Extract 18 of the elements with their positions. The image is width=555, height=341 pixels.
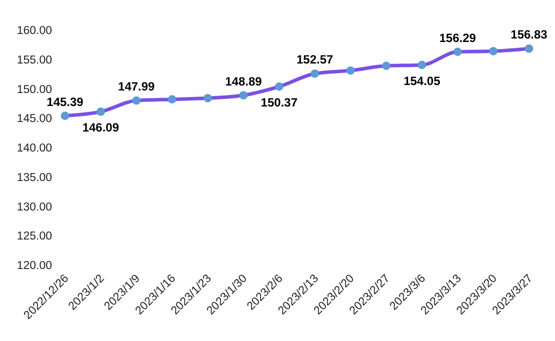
data-label: 150.37 [260, 96, 298, 110]
y-tick-label: 125.00 [16, 230, 52, 243]
data-label: 154.05 [404, 74, 441, 88]
data-label: 146.09 [82, 120, 120, 135]
y-tick-label: 140.00 [16, 142, 52, 155]
y-tick-label: 135.00 [16, 172, 52, 184]
y-tick-label: 160.00 [16, 25, 52, 38]
data-label: 147.99 [118, 80, 156, 94]
data-label: 152.57 [296, 52, 334, 67]
y-tick-label: 145.00 [16, 113, 52, 126]
y-tick-label: 120.00 [16, 260, 52, 272]
y-tick-label: 130.00 [16, 201, 52, 214]
y-tick-label: 150.00 [16, 84, 52, 96]
y-tick-label: 155.00 [16, 54, 52, 66]
data-label: 148.89 [225, 74, 262, 88]
data-label: 156.83 [510, 28, 548, 42]
data-label: 145.39 [46, 94, 84, 109]
data-label: 156.29 [439, 30, 476, 45]
